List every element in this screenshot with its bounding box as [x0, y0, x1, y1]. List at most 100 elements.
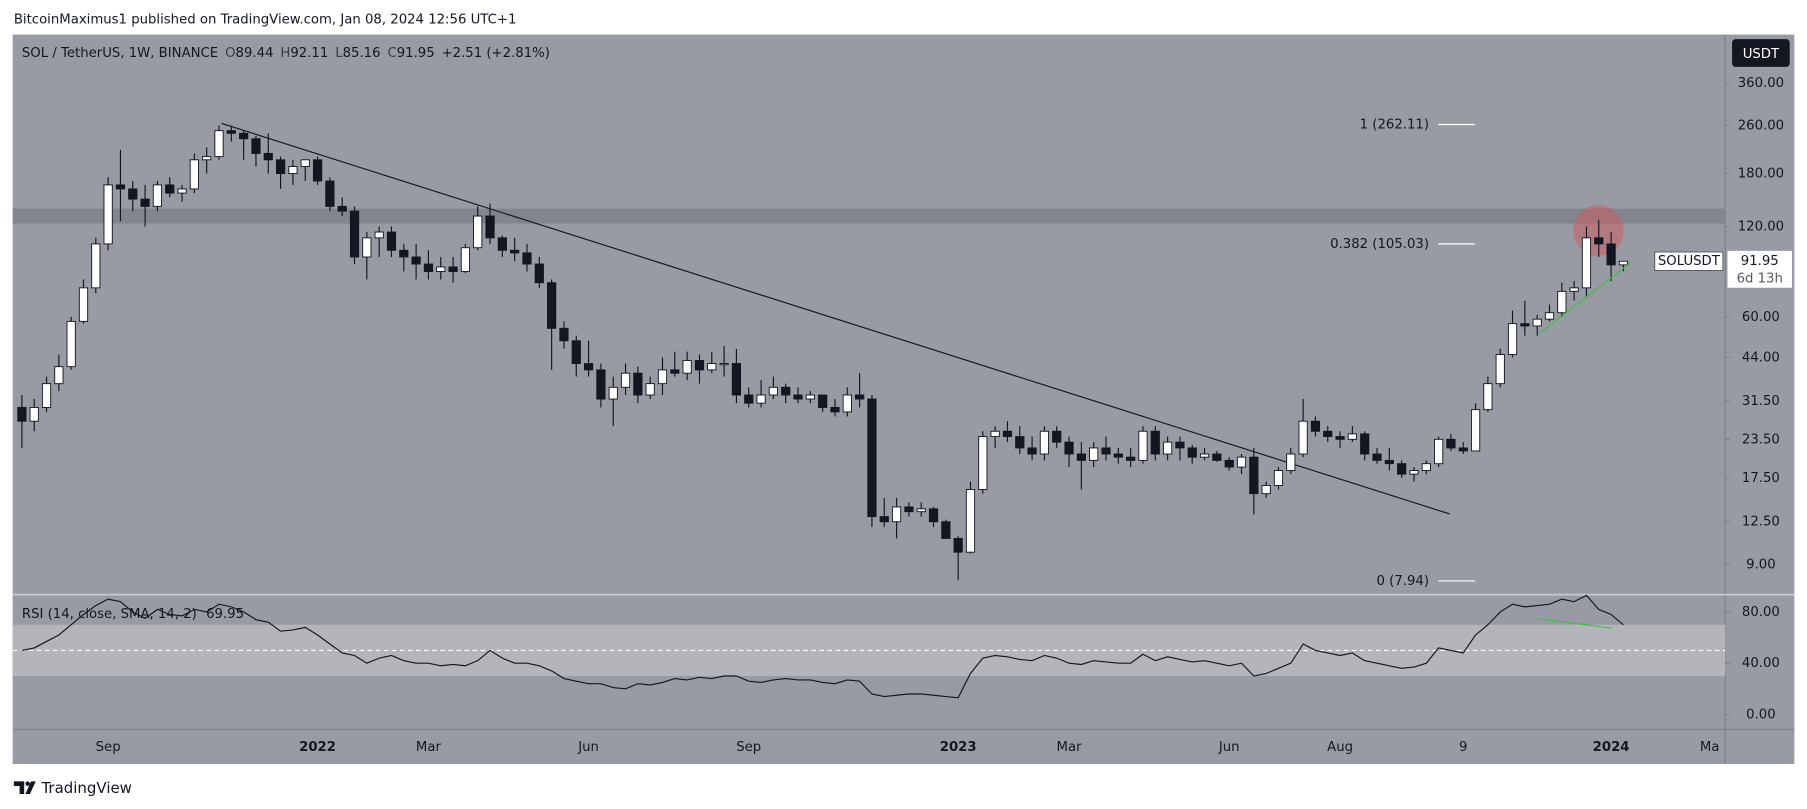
- candle-body: [1507, 323, 1518, 355]
- candle-body: [781, 386, 791, 396]
- candle-body: [571, 340, 581, 364]
- price-tag: [1727, 250, 1793, 288]
- candle-body: [916, 508, 926, 513]
- candle-body: [965, 489, 976, 553]
- candle-body: [1384, 459, 1394, 465]
- candle-body: [17, 406, 27, 422]
- y-tick-label: 80.00: [1742, 605, 1780, 620]
- candle-body: [818, 394, 828, 408]
- candle-body: [411, 256, 421, 265]
- candle-body: [928, 508, 939, 523]
- x-tick-label: Mar: [1057, 740, 1083, 755]
- candle-body: [1039, 430, 1050, 455]
- candle-body: [325, 180, 335, 207]
- candle-body: [374, 231, 384, 239]
- candle-body: [288, 166, 298, 175]
- candle-body: [214, 130, 224, 158]
- candle-body: [1520, 323, 1530, 327]
- x-tick-label: Sep: [736, 740, 761, 755]
- candle-body: [1187, 447, 1197, 458]
- candle-body: [448, 266, 458, 272]
- candle-body: [362, 237, 372, 258]
- candle-body: [1261, 485, 1271, 495]
- logo-mark: [13, 781, 36, 795]
- candle-body: [645, 383, 655, 396]
- candle-body: [177, 188, 187, 194]
- x-tick-label: Jun: [1218, 740, 1240, 755]
- fib-label: 1 (262.11): [1360, 118, 1429, 133]
- y-tick-label: 17.50: [1742, 471, 1780, 486]
- candle-body: [312, 159, 323, 182]
- candle-body: [1581, 237, 1592, 289]
- candle-body: [1002, 430, 1013, 438]
- candle-body: [879, 516, 889, 523]
- candle-body: [349, 210, 360, 258]
- x-tick-label: 9: [1459, 740, 1467, 755]
- y-tick-label: 23.50: [1742, 432, 1780, 447]
- candle-body: [1027, 447, 1037, 455]
- candle-body: [1064, 441, 1074, 455]
- y-tick-label: 180.00: [1738, 167, 1784, 182]
- candle-body: [805, 394, 815, 400]
- candle-body: [891, 506, 902, 523]
- candle-body: [953, 537, 963, 553]
- y-tick-label: 120.00: [1738, 219, 1784, 234]
- candle-body: [1273, 470, 1284, 486]
- candle-body: [152, 184, 163, 207]
- logo-text: TradingView: [40, 779, 131, 797]
- candle-body: [1434, 438, 1444, 465]
- candle-body: [1138, 430, 1148, 461]
- candle-body: [1532, 318, 1542, 327]
- candle-body: [1224, 459, 1234, 468]
- candle-body: [473, 215, 483, 249]
- candle-body: [1335, 436, 1345, 440]
- ohlc-value: 85.16: [343, 46, 381, 61]
- x-tick-label: 2023: [940, 740, 977, 755]
- descending-trendline: [221, 122, 1450, 515]
- candle-body: [608, 386, 618, 400]
- candle-body: [1606, 243, 1616, 266]
- fib-label: 0 (7.94): [1377, 574, 1429, 589]
- candle-body: [1175, 441, 1185, 449]
- symbol-title: SOL / TetherUS, 1W, BINANCE: [22, 46, 218, 61]
- candle-body: [1446, 438, 1456, 449]
- candle-body: [719, 363, 729, 366]
- candle-body: [1286, 453, 1296, 472]
- currency-button[interactable]: [1732, 39, 1790, 67]
- candle-body: [189, 159, 199, 190]
- rsi-divergence: [1538, 618, 1612, 629]
- candle-body: [559, 327, 569, 342]
- candle-body: [633, 372, 643, 396]
- candle-body: [1126, 456, 1136, 461]
- candle-body: [1310, 420, 1321, 432]
- candle-body: [41, 383, 52, 408]
- candle-body: [756, 394, 766, 404]
- y-tick-label: 60.00: [1742, 310, 1780, 325]
- candle-body: [337, 205, 347, 212]
- symbol-tag: [1654, 251, 1724, 271]
- candle-body: [657, 369, 668, 385]
- currency-button-label[interactable]: USDT: [1743, 47, 1780, 62]
- candle-body: [115, 184, 126, 190]
- candle-body: [1544, 312, 1555, 320]
- candle-body: [1076, 453, 1086, 461]
- candle-body: [867, 398, 877, 518]
- candle-body: [140, 198, 150, 207]
- candle-body: [497, 237, 507, 251]
- y-tick-label: 360.00: [1738, 76, 1784, 91]
- x-tick-label: Jun: [577, 740, 599, 755]
- candle-body: [744, 394, 754, 404]
- y-tick-label: 0.00: [1746, 707, 1776, 722]
- symbol-tag-label: SOLUSDT: [1658, 254, 1721, 269]
- candle-body: [1113, 453, 1123, 458]
- candle-body: [522, 252, 532, 265]
- candle-body: [1458, 447, 1468, 452]
- ohlc-value: 92.11: [290, 46, 328, 61]
- ohlc-key: H: [280, 46, 290, 61]
- candle-body: [66, 320, 76, 368]
- candle-body: [830, 406, 840, 413]
- price-change: +2.51 (+2.81%): [442, 46, 550, 61]
- symbol-legend: SOL / TetherUS, 1W, BINANCE O89.44 H92.11 L…: [22, 46, 550, 61]
- candle-body: [990, 430, 1000, 438]
